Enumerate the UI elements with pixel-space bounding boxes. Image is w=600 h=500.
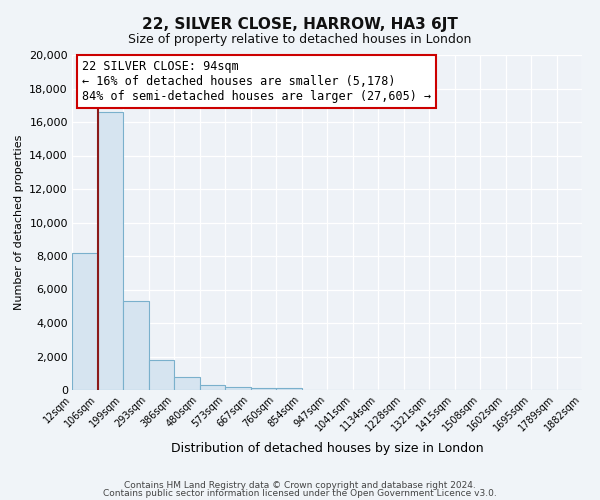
Bar — [72, 252, 97, 390]
Y-axis label: Number of detached properties: Number of detached properties — [14, 135, 23, 310]
Bar — [97, 112, 123, 390]
Text: Contains HM Land Registry data © Crown copyright and database right 2024.: Contains HM Land Registry data © Crown c… — [124, 480, 476, 490]
Bar — [149, 360, 174, 390]
Text: 22, SILVER CLOSE, HARROW, HA3 6JT: 22, SILVER CLOSE, HARROW, HA3 6JT — [142, 18, 458, 32]
X-axis label: Distribution of detached houses by size in London: Distribution of detached houses by size … — [170, 442, 484, 454]
Bar — [276, 388, 302, 390]
Bar — [123, 301, 149, 390]
Text: Size of property relative to detached houses in London: Size of property relative to detached ho… — [128, 32, 472, 46]
Bar — [251, 388, 276, 390]
Bar — [225, 388, 251, 390]
Text: Contains public sector information licensed under the Open Government Licence v3: Contains public sector information licen… — [103, 489, 497, 498]
Bar — [174, 376, 199, 390]
Bar — [199, 385, 225, 390]
Text: 22 SILVER CLOSE: 94sqm
← 16% of detached houses are smaller (5,178)
84% of semi-: 22 SILVER CLOSE: 94sqm ← 16% of detached… — [82, 60, 431, 103]
